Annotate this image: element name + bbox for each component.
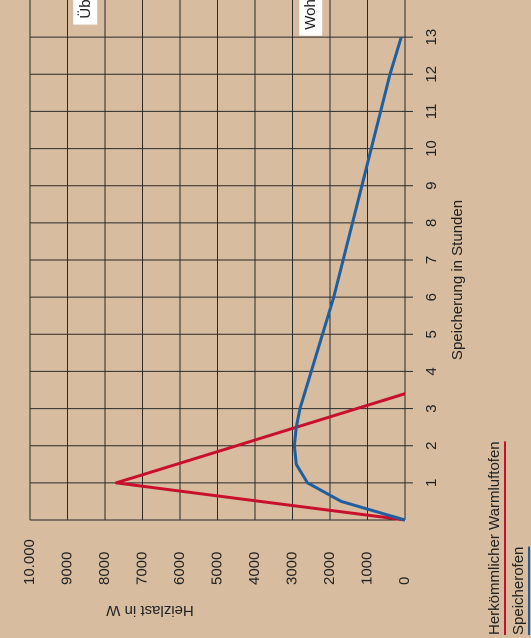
y-tick-label: 6000 bbox=[171, 552, 188, 585]
y-axis-title: Heizlast in W bbox=[105, 602, 193, 619]
x-tick-label: 4 bbox=[423, 367, 440, 375]
y-tick-label: 1000 bbox=[358, 552, 375, 585]
y-tick-label: 0 bbox=[396, 577, 413, 585]
x-tick-label: 7 bbox=[423, 256, 440, 264]
x-axis-title: Speicherung in Stunden bbox=[449, 200, 466, 360]
legend-label: Speicherofen bbox=[510, 547, 527, 635]
x-tick-label: 10 bbox=[423, 140, 440, 157]
y-tick-label: 2000 bbox=[321, 552, 338, 585]
y-tick-label: 8000 bbox=[96, 552, 113, 585]
x-tick-label: 6 bbox=[423, 293, 440, 301]
x-tick-label: 1 bbox=[423, 479, 440, 487]
legend-label: Herkömmlicher Warmluftofen bbox=[486, 441, 503, 635]
y-tick-label: 3000 bbox=[283, 552, 300, 585]
annotation: Wohlfühlbereich bbox=[299, 0, 323, 36]
y-tick-label: 10.000 bbox=[21, 539, 38, 585]
y-tick-label: 9000 bbox=[58, 552, 75, 585]
x-tick-label: 5 bbox=[423, 330, 440, 338]
annotation-text: Wohlfühlbereich bbox=[302, 0, 319, 30]
x-tick-label: 11 bbox=[423, 104, 440, 120]
x-tick-label: 2 bbox=[423, 442, 440, 450]
y-tick-label: 5000 bbox=[208, 552, 225, 585]
annotation: Überhitzungsbereich bbox=[73, 0, 98, 25]
annotation-text: Überhitzungsbereich bbox=[76, 0, 94, 19]
annotation-box bbox=[299, 0, 323, 36]
x-tick-label: 9 bbox=[423, 182, 440, 190]
y-tick-label: 7000 bbox=[133, 552, 150, 585]
x-tick-label: 12 bbox=[423, 66, 440, 83]
x-tick-label: 13 bbox=[423, 29, 440, 46]
x-tick-label: 8 bbox=[423, 219, 440, 227]
series-line bbox=[114, 392, 406, 522]
x-tick-label: 3 bbox=[423, 404, 440, 412]
y-tick-label: 4000 bbox=[246, 552, 263, 585]
series-line bbox=[292, 36, 406, 522]
